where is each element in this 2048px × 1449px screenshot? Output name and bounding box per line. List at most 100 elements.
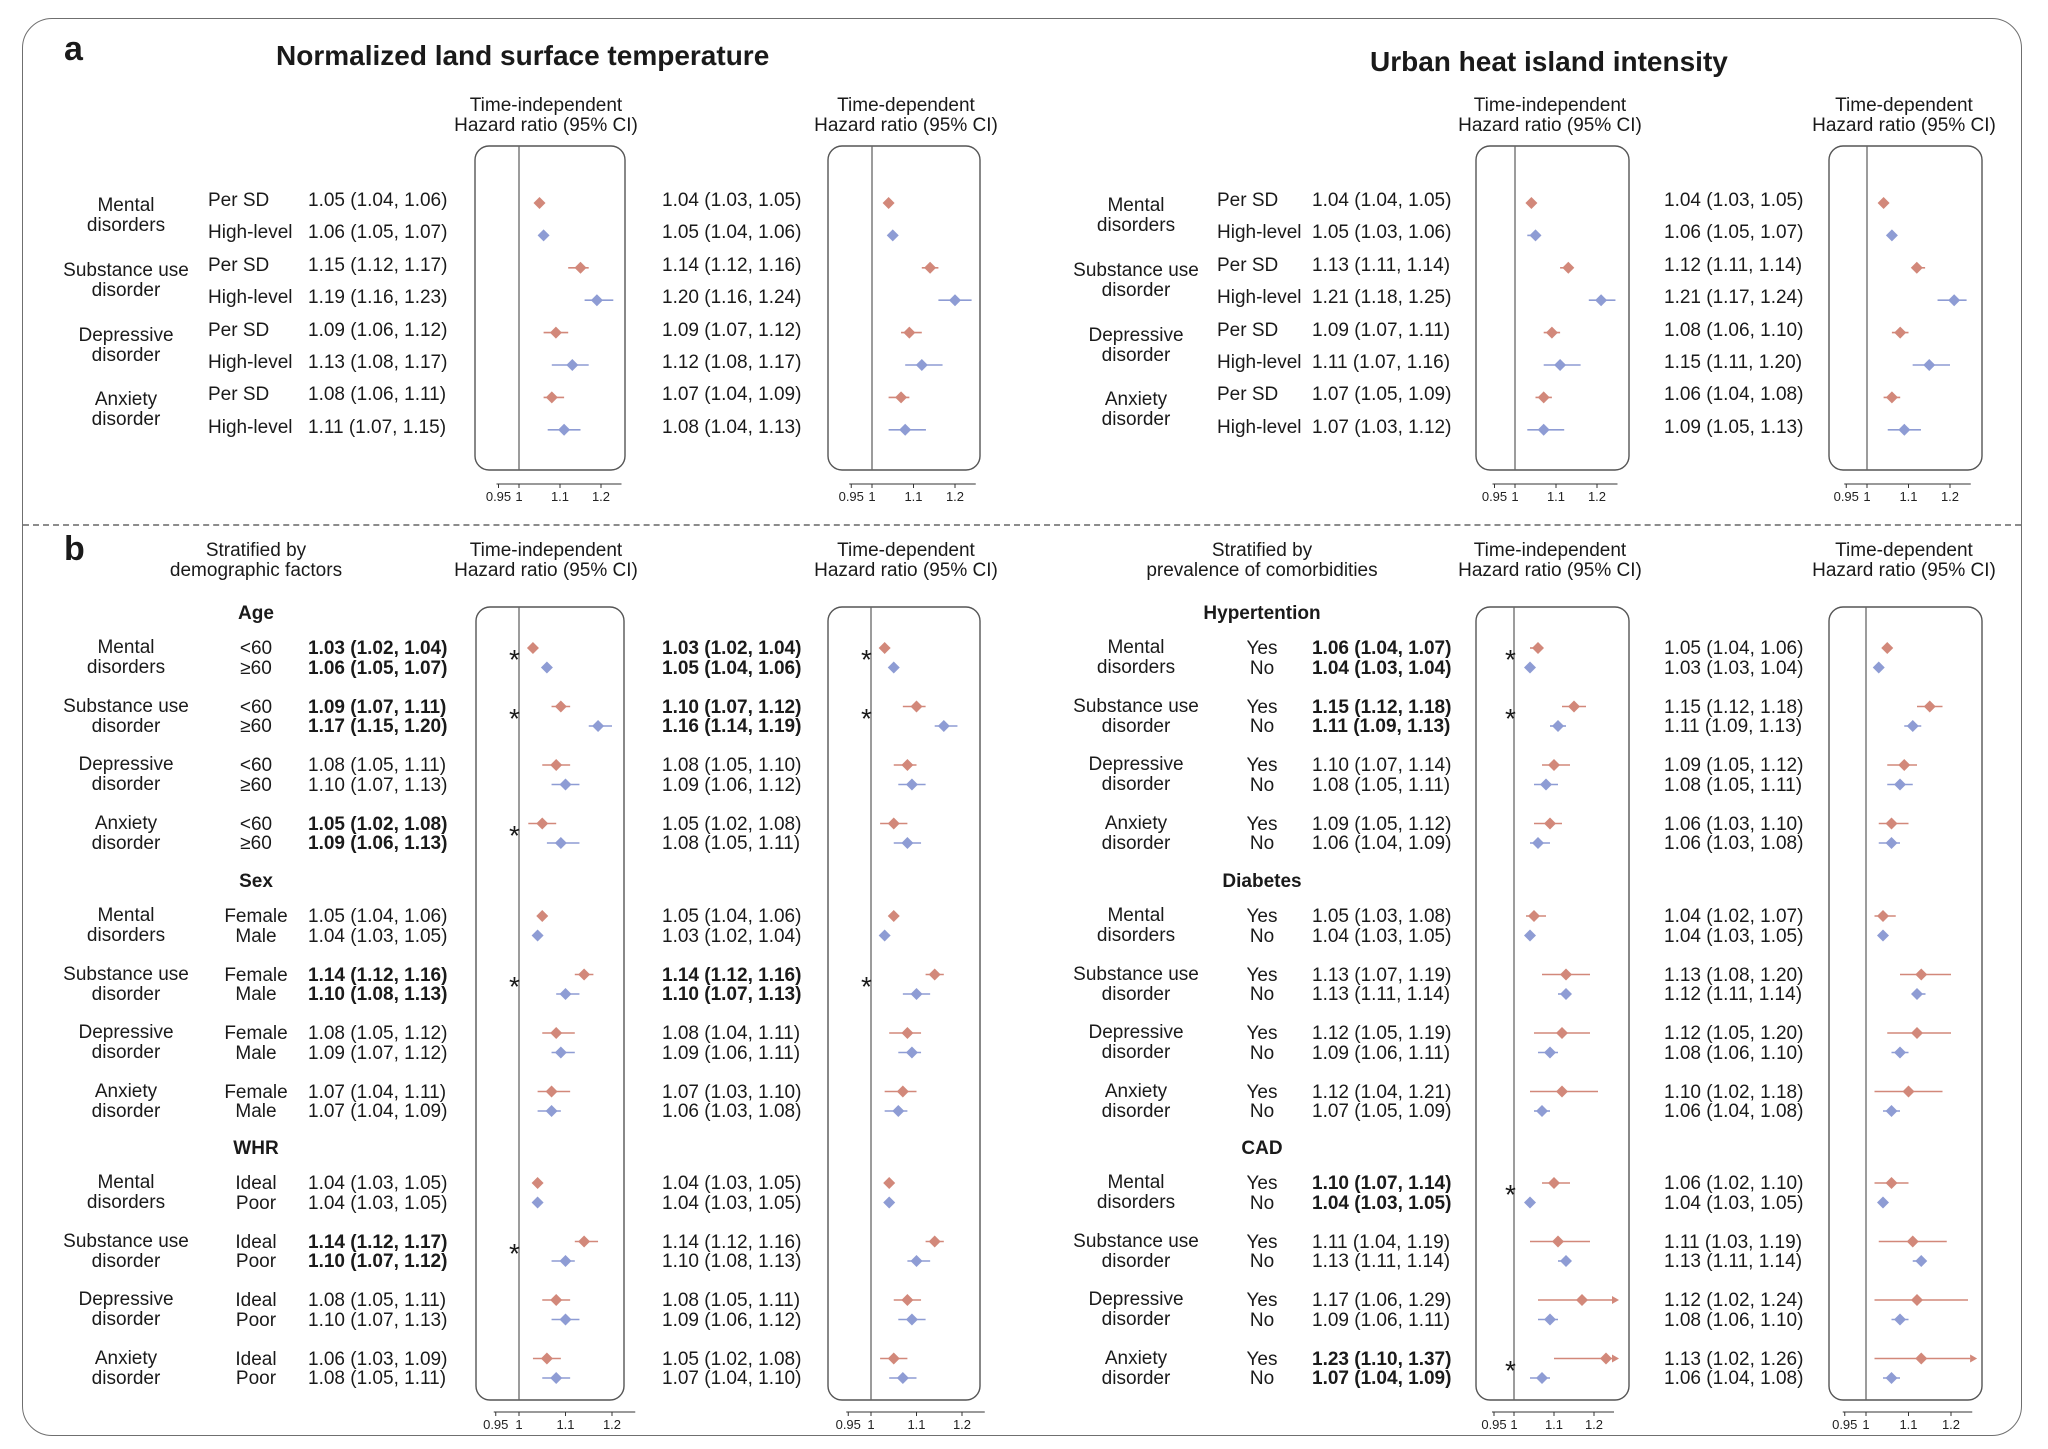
hr-point <box>559 778 572 791</box>
hr-point <box>892 1105 905 1117</box>
hr-point <box>1600 1352 1612 1365</box>
hr-text: 1.10 (1.02, 1.18) <box>1664 1081 1804 1103</box>
hr-point <box>1881 642 1894 654</box>
x-tick-label: 1.2 <box>1941 489 1959 504</box>
hr-text-value: 1.19 (1.16, 1.23) <box>308 287 448 309</box>
hr-point <box>1898 759 1911 771</box>
level-label: Per SD <box>1217 319 1279 341</box>
hr-text-value: 1.06 (1.05, 1.07) <box>308 222 448 244</box>
hr-text: 1.08 (1.04, 1.11) <box>662 1023 801 1044</box>
level-label: Poor <box>235 1309 277 1331</box>
hr-point <box>887 910 900 922</box>
level-label: ≥60 <box>240 774 272 796</box>
level-label: High-level <box>1217 352 1302 373</box>
x-tick-label: 1.2 <box>1585 1417 1603 1432</box>
hr-text: 1.13 (1.07, 1.19) <box>1312 964 1452 986</box>
hr-point <box>1556 1027 1568 1039</box>
hr-point <box>531 929 544 942</box>
disorder-label: Mental disorders <box>86 1172 166 1213</box>
x-tick-label: 1 <box>868 489 875 504</box>
hr-text: 1.15 (1.12, 1.18) <box>1664 696 1804 718</box>
chart-title-uhii: Urban heat island intensity <box>1370 46 1728 77</box>
level-label: No <box>1249 657 1275 679</box>
level-label: Per SD <box>208 384 270 406</box>
hr-text: 1.07 (1.04, 1.10) <box>662 1368 802 1389</box>
panel-label-b: b <box>64 530 85 568</box>
disorder-label: Anxiety disorder <box>1101 389 1171 431</box>
forest-plot-demo-ti: 0.95 1 1.1 1.2 <box>475 606 636 1432</box>
hr-text: 1.10 (1.07, 1.13) <box>662 984 802 1005</box>
hr-text: 1.08 (1.05, 1.11) <box>662 833 801 854</box>
hr-point <box>887 817 900 830</box>
hr-point <box>1872 661 1885 674</box>
hr-point <box>1894 1046 1906 1059</box>
hr-text: 1.13 (1.11, 1.14) <box>1312 1251 1451 1272</box>
disorder-label: Mental disorders <box>86 905 166 946</box>
hr-point <box>901 837 914 849</box>
hr-point <box>1529 229 1542 242</box>
hr-point <box>1911 1294 1923 1306</box>
significance-star: * <box>1505 644 1516 675</box>
hr-point <box>901 1294 914 1306</box>
hr-point <box>1911 988 1923 1000</box>
significance-star: * <box>861 970 872 1002</box>
level-label: Female <box>224 906 288 927</box>
hr-point <box>1544 1046 1556 1059</box>
hr-text: 1.07 (1.03, 1.10) <box>662 1081 802 1103</box>
hr-point <box>1532 837 1544 849</box>
hr-text: 1.13 (1.11, 1.14) <box>1664 1251 1803 1272</box>
hr-point <box>592 720 605 732</box>
hr-text: 1.07 (1.04, 1.09) <box>308 1101 448 1122</box>
disorder-label: Mental disorders <box>86 195 166 236</box>
plot-box <box>1475 145 1630 471</box>
hr-point <box>536 817 549 830</box>
hr-text: 1.09 (1.07, 1.12) <box>308 1042 448 1064</box>
hr-text: 1.06 (1.02, 1.10) <box>1664 1173 1804 1194</box>
x-tick-label: 1.1 <box>551 489 569 504</box>
hr-point <box>1915 968 1928 981</box>
level-label: High-level <box>208 287 293 309</box>
level-label: ≥60 <box>240 833 272 854</box>
level-label: High-level <box>208 222 293 244</box>
level-label: Poor <box>235 1251 277 1272</box>
hr-text-value: 1.08 (1.04, 1.13) <box>662 416 802 438</box>
x-tick-label: 1 <box>1511 489 1518 504</box>
hr-point <box>1894 778 1906 791</box>
level-label: No <box>1249 1251 1275 1272</box>
hr-point <box>1554 359 1567 371</box>
level-label: Ideal <box>235 1231 277 1253</box>
hr-text: 1.10 (1.08, 1.13) <box>662 1251 802 1272</box>
level-label: Poor <box>235 1192 277 1214</box>
hr-text: 1.04 (1.03, 1.05) <box>308 1192 448 1214</box>
hr-point <box>1885 1105 1898 1117</box>
x-tick-label: 1.2 <box>603 1417 621 1432</box>
hr-text-value: 1.09 (1.06, 1.12) <box>308 319 448 341</box>
hr-text: 1.10 (1.07, 1.14) <box>1312 755 1452 776</box>
hr-point <box>883 1177 896 1189</box>
hr-point <box>590 294 603 307</box>
disorder-label: Anxiety disorder <box>1101 1080 1171 1122</box>
level-label: Per SD <box>208 254 270 276</box>
hr-text: 1.09 (1.06, 1.13) <box>308 833 448 854</box>
x-tick-label: 0.95 <box>836 1417 861 1432</box>
level-label: Yes <box>1246 1290 1278 1311</box>
hr-point <box>910 700 923 713</box>
hr-text: 1.06 (1.03, 1.10) <box>1664 813 1804 835</box>
disorder-label: Depressive disorder <box>78 754 174 795</box>
forest-plot-uhii-ti: 0.95 1 1.1 1.2 <box>1475 145 1630 504</box>
hr-text: 1.12 (1.05, 1.20) <box>1664 1023 1804 1044</box>
hr-point <box>895 391 908 404</box>
hr-text: 1.06 (1.05, 1.07) <box>308 657 448 679</box>
hr-point <box>1560 968 1572 981</box>
x-tick-label: 1 <box>1862 1417 1869 1432</box>
hr-point <box>566 359 579 371</box>
hr-text: 1.12 (1.05, 1.19) <box>1312 1023 1452 1044</box>
hr-point <box>878 642 891 654</box>
level-label: No <box>1249 1042 1275 1064</box>
x-tick-label: 1 <box>867 1417 874 1432</box>
level-label: High-level <box>1217 222 1302 244</box>
hr-point <box>887 1352 900 1365</box>
hr-point <box>1877 1196 1889 1209</box>
hr-point <box>883 1196 896 1209</box>
hr-point <box>1537 391 1550 404</box>
